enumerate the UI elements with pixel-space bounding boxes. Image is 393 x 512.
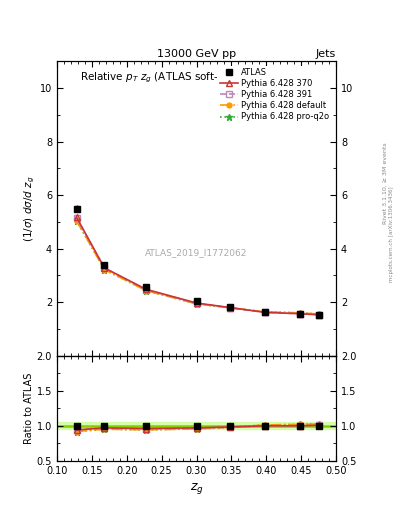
Y-axis label: Ratio to ATLAS: Ratio to ATLAS	[24, 373, 34, 444]
Y-axis label: $(1/\sigma)$ $d\sigma/d$ $z_g$: $(1/\sigma)$ $d\sigma/d$ $z_g$	[23, 176, 37, 242]
Text: mcplots.cern.ch [arXiv:1306.3436]: mcplots.cern.ch [arXiv:1306.3436]	[389, 186, 393, 282]
Legend: ATLAS, Pythia 6.428 370, Pythia 6.428 391, Pythia 6.428 default, Pythia 6.428 pr: ATLAS, Pythia 6.428 370, Pythia 6.428 39…	[217, 66, 332, 124]
X-axis label: $z_g$: $z_g$	[189, 481, 204, 496]
Text: 13000 GeV pp: 13000 GeV pp	[157, 49, 236, 59]
Text: Relative $p_T$ $z_g$ (ATLAS soft-drop observables): Relative $p_T$ $z_g$ (ATLAS soft-drop ob…	[80, 70, 313, 84]
Text: Rivet 3.1.10, ≥ 3M events: Rivet 3.1.10, ≥ 3M events	[383, 142, 387, 224]
Text: ATLAS_2019_I1772062: ATLAS_2019_I1772062	[145, 248, 248, 257]
Bar	[57, 422, 336, 429]
Text: Jets: Jets	[316, 49, 336, 59]
